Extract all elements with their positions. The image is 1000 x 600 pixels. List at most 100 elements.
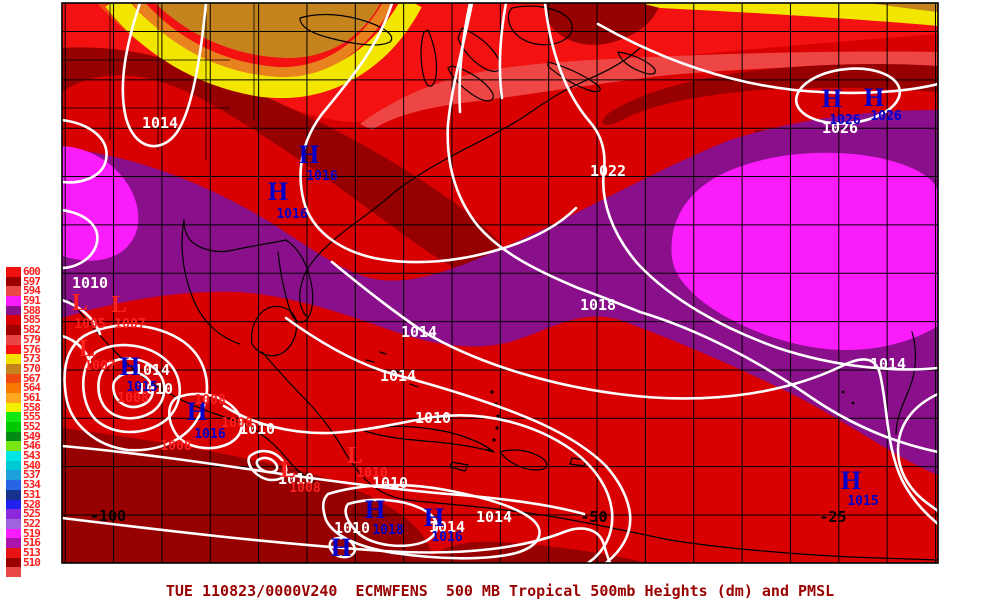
colorbar-row: 528 — [6, 499, 62, 510]
isobar-1014-us-trough — [121, 3, 208, 148]
isobar-label: 1026 — [822, 119, 858, 137]
isobar-short-2 — [498, 3, 508, 100]
colorbar-value: 543 — [23, 449, 41, 463]
colorbar-swatch — [6, 334, 21, 345]
colorbar-swatch — [6, 344, 21, 355]
colorbar-row: 543 — [6, 449, 62, 463]
colorbar-swatch — [6, 392, 21, 403]
colorbar-row: 540 — [6, 458, 62, 472]
colorbar-swatch — [6, 509, 21, 519]
colorbar-swatch — [6, 499, 21, 510]
colorbar-row: 594 — [6, 286, 62, 296]
latlon-grid — [62, 3, 938, 563]
colorbar-row: 573 — [6, 353, 62, 364]
red-pressure-label: 1008 — [160, 439, 191, 454]
isobar-1026-closed — [794, 67, 902, 125]
cuba — [361, 425, 495, 453]
coast-yucatan — [251, 305, 298, 357]
colorbar-value: 555 — [23, 410, 41, 424]
colorbar-row: 549 — [6, 431, 62, 442]
colorbar-value: 558 — [23, 400, 41, 414]
colorbar-value: 600 — [23, 265, 41, 278]
high-center-marker: H — [822, 84, 842, 113]
coast-florida — [277, 239, 314, 323]
colorbar-swatch — [6, 441, 21, 452]
isobar-label: 1014 — [401, 323, 437, 341]
colorbar-value: 585 — [23, 313, 41, 327]
isobar-right-lower — [896, 392, 938, 513]
isobar-short-1 — [458, 3, 472, 114]
colorbar-swatch — [6, 296, 21, 306]
colorbar-value: 537 — [23, 468, 41, 482]
mexico-nest-1 — [81, 343, 181, 434]
colorbar-swatch — [6, 305, 21, 316]
band-582-us-arc — [62, 47, 521, 289]
low-pressure-value: 1008 — [289, 481, 320, 496]
colorbar-row: 555 — [6, 410, 62, 424]
colorbar-value: 576 — [23, 342, 41, 356]
colorbar-row: 534 — [6, 479, 62, 490]
isobar-1022 — [543, 3, 938, 371]
low-pressure-value: 1007 — [114, 317, 145, 332]
colorbar-value: 540 — [23, 458, 41, 472]
colorbar-value: 510 — [23, 555, 41, 569]
colorbar-swatch — [6, 470, 21, 481]
colorbar-swatch — [6, 412, 21, 422]
colorbar-swatch — [6, 422, 21, 432]
high-center-marker: H — [120, 352, 140, 381]
band-582-top-patch — [545, 3, 660, 45]
band-591-west — [62, 146, 139, 261]
colorbar-value: 516 — [23, 536, 41, 550]
low-center-marker: L — [111, 292, 127, 318]
colorbar-row: 579 — [6, 334, 62, 345]
band-564-arc — [132, 3, 395, 78]
high-pressure-value: 1018 — [372, 523, 403, 538]
colorbar-swatch — [6, 489, 21, 500]
low-center-marker: L — [72, 290, 88, 316]
colorbar-row: 588 — [6, 305, 62, 316]
colorbar-swatch — [6, 538, 21, 548]
mexico-nest-spur — [62, 298, 102, 364]
colorbar-swatch — [6, 431, 21, 442]
colorbar-value: 552 — [23, 420, 41, 433]
height-color-scale: 600 597 594 591 588 585 582 579 576 573 570 567 564 5… — [6, 265, 62, 577]
colorbar-row — [6, 567, 62, 577]
colorbar-swatch — [6, 276, 21, 287]
colorbar-swatch — [6, 325, 21, 335]
isobar-1010-south — [62, 444, 586, 516]
low-center-marker: L — [280, 457, 296, 483]
coast-gulf — [181, 219, 287, 345]
high-pressure-value: 1016 — [276, 207, 307, 222]
isobar-label: 1010 — [415, 409, 451, 427]
isobar-1016-eastcoast — [299, 3, 578, 264]
colorbar-swatch — [6, 267, 21, 277]
longitude-labels: -100 -50 -25 — [90, 507, 847, 526]
high-pressure-value: 1016 — [306, 169, 337, 184]
puerto-rico — [569, 457, 587, 467]
colorbar-row: 597 — [6, 276, 62, 287]
red-pressure-label: 1008 — [221, 416, 252, 431]
band-579 — [360, 51, 938, 131]
isobar-label: 1010 — [278, 470, 314, 488]
caribbean-loop-outer — [321, 483, 541, 560]
bahamas — [365, 351, 419, 388]
isobar-label: 1018 — [580, 296, 616, 314]
longitude-label: -50 — [580, 508, 607, 526]
caribbean-loop-small — [328, 536, 357, 559]
red-pressure-labels: 1008 1008 1008 1008 — [117, 391, 252, 454]
isobar-label: 1010 — [72, 274, 108, 292]
colorbar-value: 567 — [23, 371, 41, 385]
colorbar-row: 570 — [6, 363, 62, 374]
isobar-label: 1014 — [476, 508, 512, 526]
colorbar-swatch — [6, 402, 21, 413]
high-pressure-value: 1026 — [870, 109, 901, 124]
colorbar-row: 546 — [6, 441, 62, 451]
coast-central-america — [261, 351, 938, 561]
high-center-marker: H — [187, 397, 207, 426]
isobar-label: 1010 — [372, 474, 408, 492]
mexico-nest-2 — [97, 357, 166, 420]
colorbar-row: 576 — [6, 342, 62, 356]
